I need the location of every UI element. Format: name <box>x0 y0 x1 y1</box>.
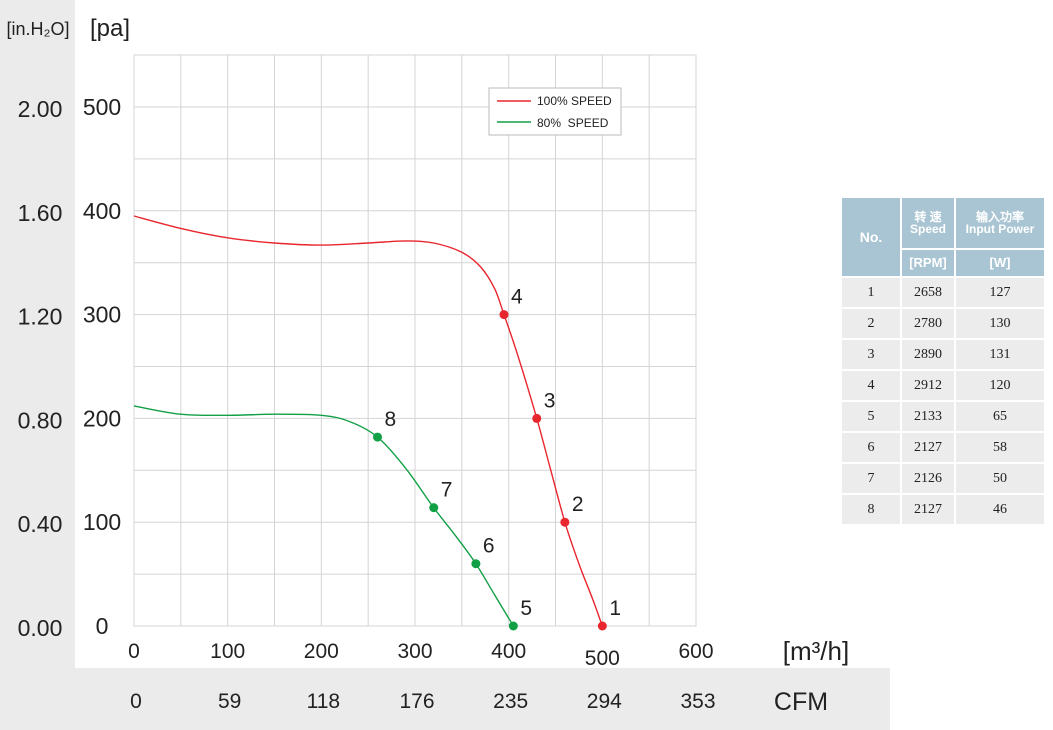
x-tick-cfm: 235 <box>493 690 528 713</box>
data-point-6 <box>471 559 481 569</box>
table-cell-power: 130 <box>954 307 1046 340</box>
data-point-label-8: 8 <box>385 408 397 431</box>
speed-header-en: Speed <box>909 222 946 236</box>
x-tick-m3h: 300 <box>397 640 432 663</box>
table-row: 7 2126 50 <box>840 462 1046 495</box>
table-cell-speed: 2912 <box>900 369 956 402</box>
x-tick-m3h: 100 <box>210 640 245 663</box>
y-tick-inh2o: 0.80 <box>18 407 63 433</box>
table-cell-power: 127 <box>954 276 1046 309</box>
data-point-label-7: 7 <box>441 479 453 502</box>
y-axis-primary-unit: [pa] <box>90 15 130 42</box>
table-cell-power: 58 <box>954 431 1046 464</box>
data-point-5 <box>508 621 518 631</box>
data-point-3 <box>532 413 542 423</box>
legend-label-100: 100% SPEED <box>537 94 612 108</box>
table-cell-speed: 2780 <box>900 307 956 340</box>
table-cell-no: 4 <box>840 369 902 402</box>
y-axis-panel <box>0 0 75 668</box>
table-cell-power: 131 <box>954 338 1046 371</box>
table-cell-no: 7 <box>840 462 902 495</box>
x-tick-cfm: 353 <box>680 690 715 713</box>
table-header-speed: 转 速 Speed <box>900 196 956 250</box>
table-cell-no: 3 <box>840 338 902 371</box>
y-tick-inh2o: 2.00 <box>18 96 63 122</box>
table-cell-speed: 2133 <box>900 400 956 433</box>
x-tick-cfm: 0 <box>130 690 142 713</box>
table-row: 3 2890 131 <box>840 338 1046 371</box>
table-row: 5 2133 65 <box>840 400 1046 433</box>
data-point-label-2: 2 <box>572 493 584 516</box>
power-unit: [W] <box>954 248 1046 278</box>
table-cell-speed: 2890 <box>900 338 956 371</box>
table-cell-no: 8 <box>840 493 902 526</box>
spec-table-body: 1 2658 127 2 2780 130 3 2890 131 4 2912 120 5 2133 65 6… <box>840 276 1046 526</box>
performance-curves: 1 2 3 4 5 6 7 8 <box>133 215 621 631</box>
table-row: 4 2912 120 <box>840 369 1046 402</box>
table-cell-no: 6 <box>840 431 902 464</box>
table-cell-speed: 2127 <box>900 431 956 464</box>
data-point-label-3: 3 <box>544 389 556 412</box>
table-cell-power: 46 <box>954 493 1046 526</box>
y-tick-inh2o: 1.20 <box>18 304 63 330</box>
spec-table: No. 转 速 Speed 输入功率 Input Power [RPM] [W]… <box>840 196 1046 526</box>
data-point-label-6: 6 <box>483 535 495 558</box>
speed-header-cn: 转 速 <box>914 210 942 224</box>
speed-unit: [RPM] <box>900 248 956 278</box>
data-point-7 <box>429 503 439 513</box>
x-axis-secondary-unit: CFM <box>774 688 828 716</box>
table-row: 6 2127 58 <box>840 431 1046 464</box>
x-tick-cfm: 294 <box>587 690 622 713</box>
x-tick-cfm: 176 <box>399 690 434 713</box>
x-tick-cfm: 118 <box>307 690 340 713</box>
x-axis-primary-unit: [m³/h] <box>783 636 849 666</box>
legend: 100% SPEED 80% SPEED <box>488 87 622 136</box>
power-header-en: Input Power <box>965 222 1035 236</box>
y-tick-pa: 200 <box>83 405 121 431</box>
table-cell-speed: 2126 <box>900 462 956 495</box>
legend-box <box>488 87 622 136</box>
data-point-label-1: 1 <box>609 597 621 620</box>
x-tick-m3h: 400 <box>491 640 526 663</box>
y-tick-inh2o: 1.60 <box>18 200 63 226</box>
plot-grid <box>133 54 697 627</box>
x-tick-cfm: 59 <box>218 690 241 713</box>
table-header-no: No. <box>840 196 902 278</box>
x-tick-m3h: 600 <box>678 640 713 663</box>
y-axis-secondary-unit: [in.H₂O] <box>7 19 70 39</box>
data-point-label-4: 4 <box>511 286 523 309</box>
table-row: 1 2658 127 <box>840 276 1046 309</box>
y-tick-inh2o: 0.40 <box>18 511 63 537</box>
data-point-label-5: 5 <box>520 597 532 620</box>
data-point-2 <box>560 517 570 527</box>
y-tick-pa: 100 <box>83 509 121 535</box>
y-tick-pa: 300 <box>83 302 121 328</box>
table-cell-speed: 2658 <box>900 276 956 309</box>
table-cell-power: 65 <box>954 400 1046 433</box>
data-point-1 <box>597 621 607 631</box>
table-cell-power: 120 <box>954 369 1046 402</box>
power-header-cn: 输入功率 <box>975 210 1024 224</box>
axis-ticks: 00.001000.402000.803001.204001.605002.00… <box>18 94 716 713</box>
table-header-power: 输入功率 Input Power <box>954 196 1046 250</box>
table-cell-power: 50 <box>954 462 1046 495</box>
table-row: 8 2127 46 <box>840 493 1046 526</box>
y-tick-inh2o: 0.00 <box>18 615 63 641</box>
table-row: 2 2780 130 <box>840 307 1046 340</box>
y-tick-pa: 500 <box>83 94 121 120</box>
table-cell-no: 1 <box>840 276 902 309</box>
y-tick-pa: 0 <box>96 613 109 639</box>
x-tick-m3h: 0 <box>128 640 140 663</box>
table-cell-no: 5 <box>840 400 902 433</box>
y-tick-pa: 400 <box>83 198 121 224</box>
data-point-8 <box>373 432 383 442</box>
x-axis-panel <box>0 668 890 730</box>
table-cell-no: 2 <box>840 307 902 340</box>
x-tick-m3h: 500 <box>585 647 620 670</box>
x-tick-m3h: 200 <box>304 640 339 663</box>
data-point-4 <box>499 310 509 320</box>
legend-label-80: 80% SPEED <box>537 116 609 130</box>
table-cell-speed: 2127 <box>900 493 956 526</box>
